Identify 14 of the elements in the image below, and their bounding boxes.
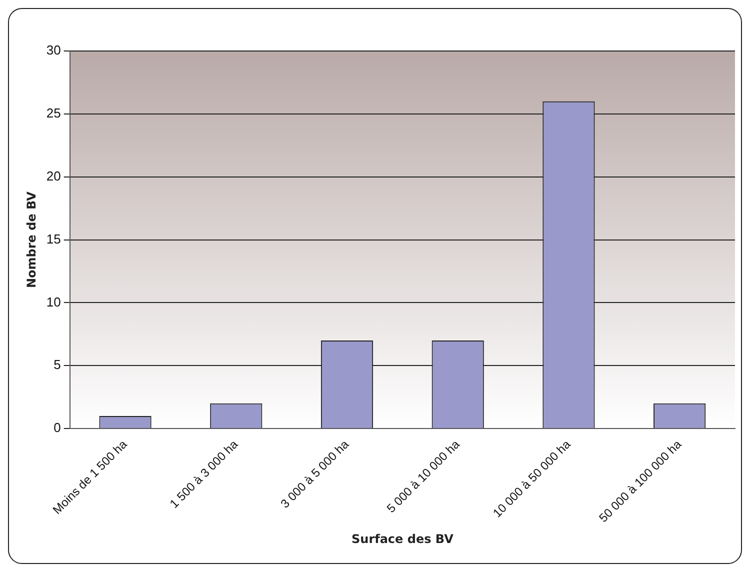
y-axis-title: Nombre de BV — [24, 190, 38, 288]
y-tick-label: 15 — [46, 231, 61, 246]
x-axis-title: Surface des BV — [352, 532, 454, 546]
x-tick-label: 3 000 à 5 000 ha — [278, 436, 352, 511]
y-tick-label: 25 — [46, 106, 61, 121]
x-tick-label: 1 500 à 3 000 ha — [167, 436, 241, 511]
y-tick-label: 30 — [46, 42, 61, 58]
x-tick-label: 50 000 à 100 000 ha — [596, 436, 684, 525]
x-tick-label: 5 000 à 10 000 ha — [384, 436, 463, 516]
x-tick-label: 10 000 à 50 000 ha — [490, 436, 574, 520]
y-tick-label: 0 — [54, 420, 61, 436]
y-tick-label: 20 — [46, 168, 61, 184]
y-tick-label: 10 — [46, 294, 61, 310]
y-tick-label: 5 — [54, 357, 61, 372]
